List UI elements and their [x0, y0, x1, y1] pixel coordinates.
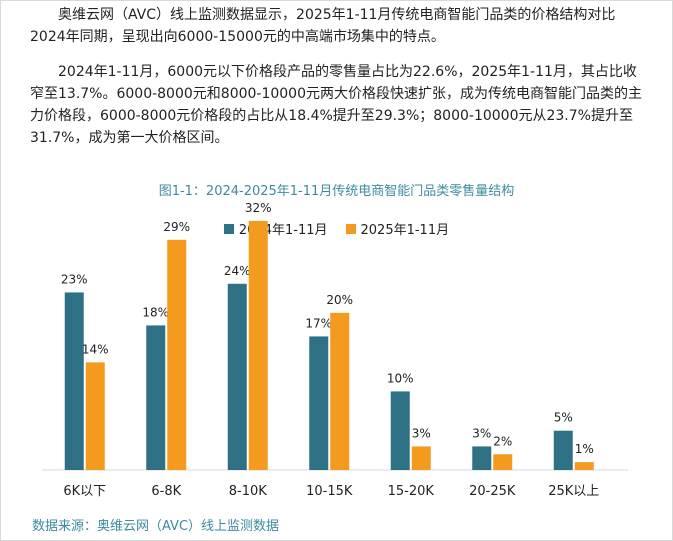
bar-2024-3: [309, 336, 329, 470]
x-tick-label-2: 8-10K: [229, 484, 268, 499]
legend-label-2025: 2025年1-11月: [360, 223, 450, 238]
legend-swatch-2025: [345, 223, 356, 234]
bar-2025-3: [330, 312, 350, 470]
data-label-2024-2: 24%: [224, 264, 251, 278]
bar-2025-2: [248, 220, 268, 470]
x-tick-label-6: 25K以上: [548, 484, 599, 499]
data-label-2024-0: 23%: [61, 272, 88, 286]
bar-2024-2: [227, 283, 247, 470]
data-label-2025-0: 14%: [82, 342, 109, 356]
legend-swatch-2024: [223, 223, 234, 234]
legend-item-2025: 2025年1-11月: [345, 219, 450, 238]
x-tick-label-3: 10-15K: [306, 484, 353, 499]
bar-2024-4: [390, 391, 410, 470]
bar-2024-1: [146, 325, 166, 470]
data-label-2025-5: 2%: [493, 434, 512, 448]
bar-2025-0: [85, 362, 105, 470]
data-label-2024-3: 17%: [305, 316, 332, 330]
data-label-2025-3: 20%: [326, 293, 353, 307]
bar-2025-6: [574, 462, 594, 470]
x-tick-label-5: 20-25K: [469, 484, 516, 499]
bar-2025-1: [167, 239, 187, 470]
x-tick-label-1: 6-8K: [151, 484, 181, 499]
x-tick-label-0: 6K以下: [63, 484, 106, 499]
data-label-2025-2: 32%: [245, 201, 272, 215]
bar-2024-6: [553, 430, 573, 470]
data-label-2025-4: 3%: [412, 426, 431, 440]
data-label-2024-1: 18%: [142, 305, 169, 319]
paragraph-intro: 奥维云网（AVC）线上监测数据显示，2025年1-11月传统电商智能门品类的价格…: [30, 7, 616, 45]
data-label-2025-1: 29%: [163, 220, 190, 234]
bar-2025-4: [411, 446, 431, 470]
chart-caption: 图1-1：2024-2025年1-11月传统电商智能门品类零售量结构: [158, 184, 515, 199]
bar-2024-0: [64, 292, 84, 470]
bar-2025-5: [493, 454, 513, 470]
data-label-2024-4: 10%: [387, 371, 414, 385]
data-label-2024-5: 3%: [472, 426, 491, 440]
data-label-2025-6: 1%: [575, 442, 594, 456]
x-tick-label-4: 15-20K: [388, 484, 435, 499]
data-label-2024-6: 5%: [554, 411, 573, 425]
bar-2024-5: [472, 446, 492, 470]
data-source-note: 数据来源：奥维云网（AVC）线上监测数据: [32, 519, 280, 534]
paragraph-detail: 2024年1-11月，6000元以下价格段产品的零售量占比为22.6%，2025…: [30, 64, 642, 146]
